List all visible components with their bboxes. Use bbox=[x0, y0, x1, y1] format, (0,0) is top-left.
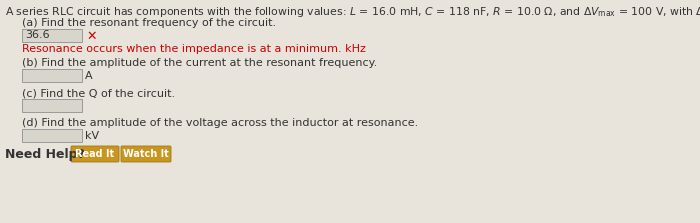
Text: A: A bbox=[85, 71, 92, 81]
Text: Watch It: Watch It bbox=[123, 149, 169, 159]
FancyBboxPatch shape bbox=[121, 146, 171, 162]
Text: kV: kV bbox=[85, 131, 99, 141]
Text: (a) Find the resonant frequency of the circuit.: (a) Find the resonant frequency of the c… bbox=[22, 18, 276, 28]
Text: ✕: ✕ bbox=[86, 30, 97, 43]
Text: (b) Find the amplitude of the current at the resonant frequency.: (b) Find the amplitude of the current at… bbox=[22, 58, 377, 68]
FancyBboxPatch shape bbox=[22, 29, 82, 42]
Text: Read It: Read It bbox=[76, 149, 115, 159]
Text: (c) Find the Q of the circuit.: (c) Find the Q of the circuit. bbox=[22, 88, 175, 98]
FancyBboxPatch shape bbox=[22, 129, 82, 142]
FancyBboxPatch shape bbox=[22, 99, 82, 112]
Text: (d) Find the amplitude of the voltage across the inductor at resonance.: (d) Find the amplitude of the voltage ac… bbox=[22, 118, 419, 128]
Text: Resonance occurs when the impedance is at a minimum. kHz: Resonance occurs when the impedance is a… bbox=[22, 44, 366, 54]
Text: Need Help?: Need Help? bbox=[5, 148, 85, 161]
FancyBboxPatch shape bbox=[22, 69, 82, 82]
Text: 36.6: 36.6 bbox=[25, 31, 50, 41]
Text: A series RLC circuit has components with the following values: $L$ = 16.0 mH, $C: A series RLC circuit has components with… bbox=[5, 5, 700, 19]
FancyBboxPatch shape bbox=[71, 146, 119, 162]
